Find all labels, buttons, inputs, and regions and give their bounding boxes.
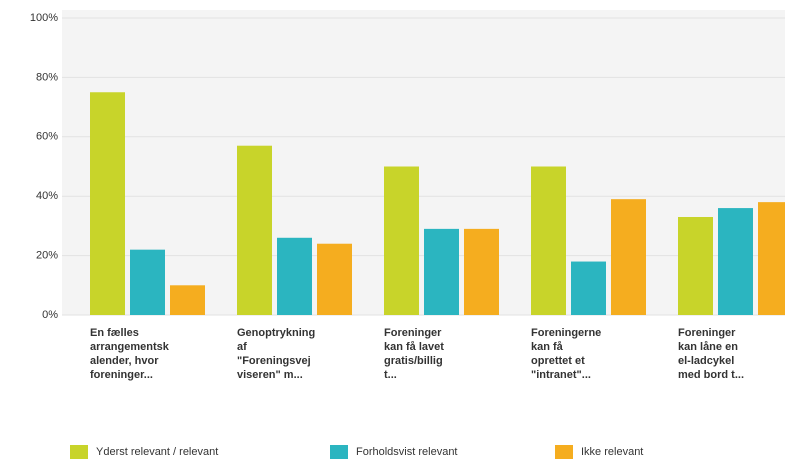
bar [277,237,312,315]
x-tick-label: gratis/billig [384,355,443,367]
bar [678,216,713,315]
bar [170,285,205,315]
plot-background [62,10,785,315]
legend-label: Ikke relevant [581,446,643,458]
bar [317,243,352,315]
x-tick-label: Foreninger [678,327,736,339]
bar [384,166,419,315]
bar [718,208,753,315]
x-tick-label: En fælles [90,327,139,339]
y-tick-label: 100% [30,12,58,24]
legend-swatch [555,445,573,459]
x-tick-label: "intranet"... [531,369,591,381]
x-tick-label: med bord t... [678,369,744,381]
x-tick-label: el-ladcykel [678,355,734,367]
bar [531,166,566,315]
y-tick-label: 20% [36,250,58,262]
y-tick-label: 60% [36,131,58,143]
legend-swatch [330,445,348,459]
x-tick-label: af [237,341,247,353]
bar [130,249,165,315]
x-tick-label: foreninger... [90,369,153,381]
x-tick-label: oprettet et [531,355,585,367]
x-tick-label: kan låne en [678,341,738,353]
x-tick-label: "Foreningsvej [237,355,311,367]
x-tick-label: kan få lavet [384,341,444,353]
x-tick-label: Genoptrykning [237,327,315,339]
bar [571,261,606,315]
x-tick-label: alender, hvor [90,355,159,367]
legend-swatch [70,445,88,459]
x-tick-label: Foreninger [384,327,442,339]
bar [464,228,499,315]
x-tick-label: Foreningerne [531,327,601,339]
bar [424,228,459,315]
bar [758,202,785,315]
x-tick-label: kan få [531,341,564,353]
bar [90,92,125,315]
bar [237,145,272,315]
y-tick-label: 40% [36,190,58,202]
x-tick-label: arrangementsk [90,341,170,353]
bar [611,199,646,315]
y-tick-label: 80% [36,71,58,83]
x-tick-label: t... [384,369,397,381]
legend-label: Yderst relevant / relevant [96,446,218,458]
y-tick-label: 0% [42,309,58,321]
x-tick-label: viseren" m... [237,369,303,381]
legend-label: Forholdsvist relevant [356,446,458,458]
